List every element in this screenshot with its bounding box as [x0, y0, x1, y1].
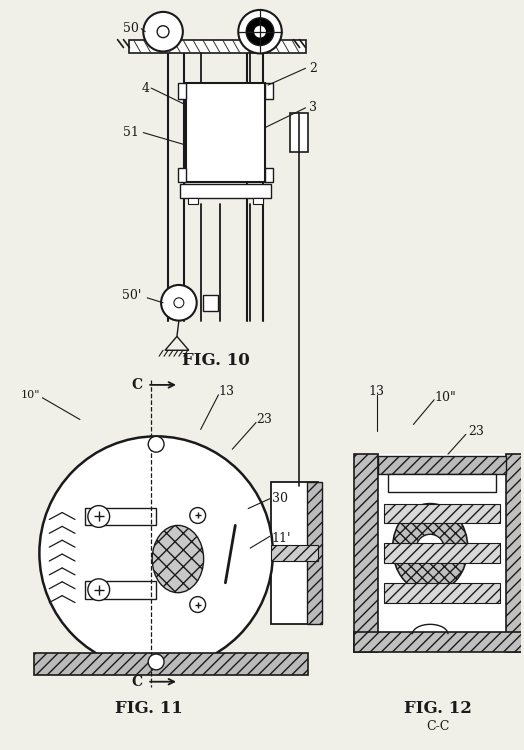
Circle shape	[161, 285, 196, 320]
Bar	[384, 503, 500, 524]
Circle shape	[148, 436, 164, 452]
Bar	[85, 508, 156, 526]
Text: 51: 51	[124, 126, 139, 139]
Text: 13: 13	[369, 386, 385, 398]
Bar	[307, 482, 322, 624]
Bar	[354, 454, 378, 652]
Bar	[388, 474, 496, 492]
Circle shape	[238, 10, 282, 53]
Bar	[253, 198, 263, 204]
Bar	[129, 40, 305, 53]
Bar	[271, 545, 319, 561]
Ellipse shape	[392, 503, 468, 592]
Text: 13: 13	[219, 386, 234, 398]
Text: 2: 2	[310, 62, 318, 75]
Text: C-C: C-C	[427, 720, 450, 733]
Circle shape	[417, 534, 444, 562]
Bar	[85, 580, 156, 598]
Bar	[265, 83, 273, 99]
Circle shape	[190, 597, 205, 613]
Text: 23: 23	[256, 413, 272, 426]
Text: FIG. 11: FIG. 11	[115, 700, 183, 717]
Bar	[354, 632, 524, 652]
Text: FIG. 12: FIG. 12	[404, 700, 472, 717]
Circle shape	[143, 12, 183, 52]
Bar	[178, 168, 186, 182]
Bar	[378, 454, 506, 632]
Text: 3: 3	[310, 101, 318, 114]
Text: 23: 23	[468, 425, 484, 438]
Text: 4: 4	[141, 82, 149, 94]
Text: 30: 30	[272, 492, 288, 506]
Bar	[188, 198, 198, 204]
Bar	[378, 456, 506, 474]
Bar	[186, 83, 265, 182]
Text: FIG. 10: FIG. 10	[182, 352, 249, 369]
Circle shape	[254, 26, 266, 38]
Bar	[180, 184, 271, 198]
Bar	[35, 653, 308, 675]
Bar	[384, 543, 500, 563]
Circle shape	[246, 18, 274, 46]
Bar	[265, 168, 273, 182]
Circle shape	[148, 654, 164, 670]
Text: 10": 10"	[434, 392, 456, 404]
Bar	[271, 482, 319, 624]
Bar	[290, 112, 308, 152]
Text: C: C	[132, 378, 143, 392]
Text: 50: 50	[124, 22, 139, 35]
Ellipse shape	[152, 526, 204, 592]
Circle shape	[88, 579, 110, 601]
Bar	[203, 295, 219, 310]
Text: C: C	[132, 675, 143, 688]
Text: 50': 50'	[122, 290, 141, 302]
Circle shape	[39, 436, 273, 670]
Circle shape	[88, 506, 110, 527]
Bar	[384, 583, 500, 602]
Text: 10": 10"	[20, 390, 40, 400]
Bar	[506, 454, 524, 652]
Bar	[178, 83, 186, 99]
Text: 11': 11'	[272, 532, 291, 544]
Circle shape	[190, 508, 205, 524]
